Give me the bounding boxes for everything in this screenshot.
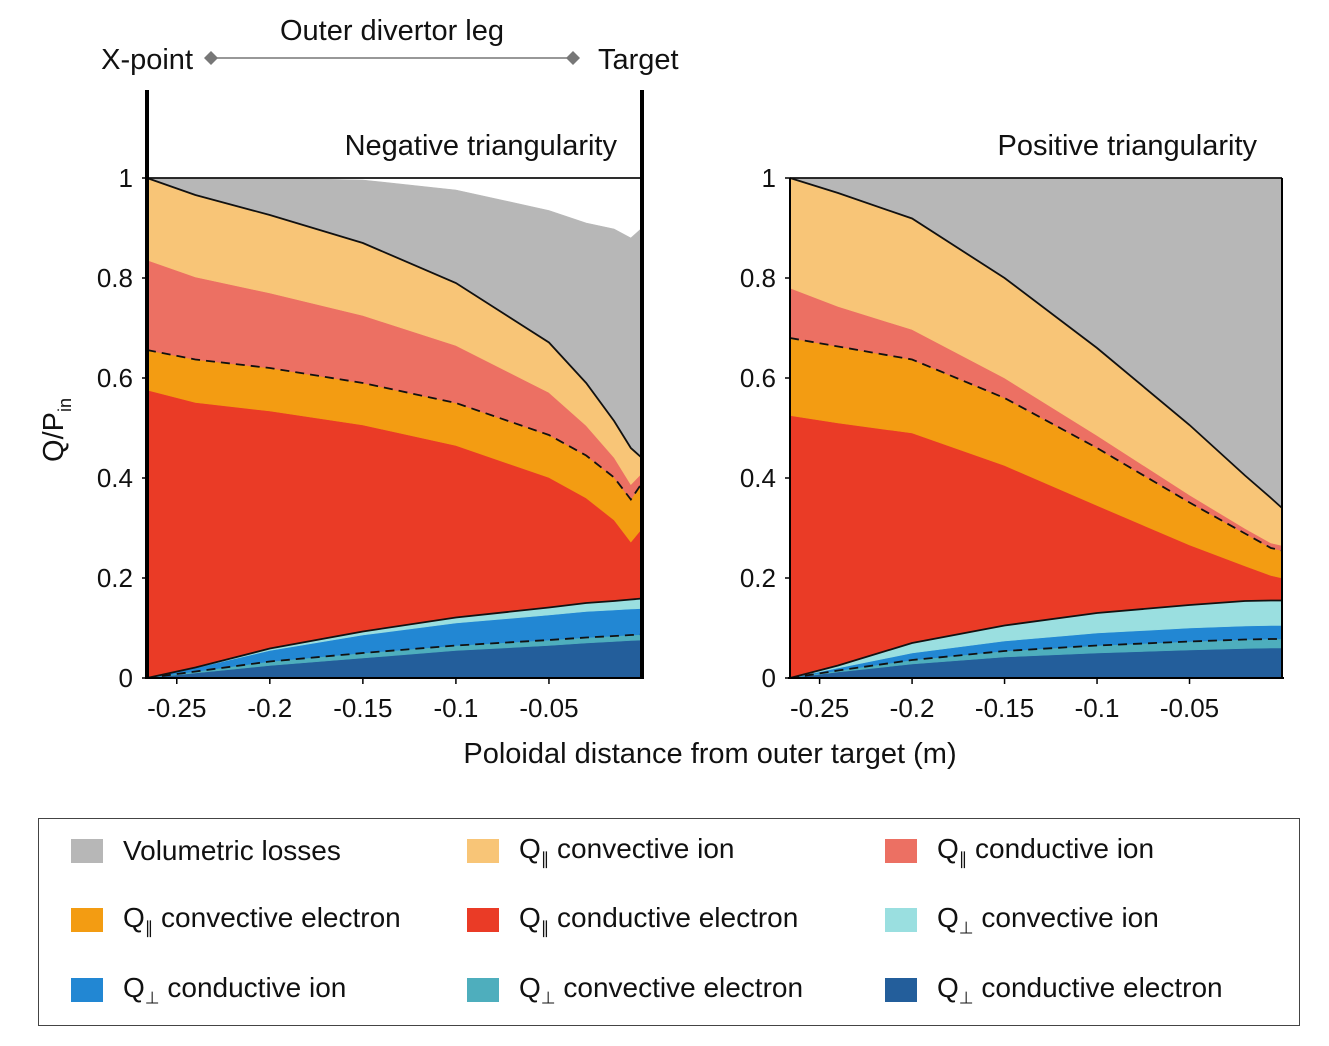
x-tick-label: -0.05 (519, 693, 578, 723)
legend-label: Q⊥ conductive electron (937, 971, 1223, 1008)
legend-label: Q⊥ conductive ion (123, 971, 347, 1008)
x-tick-label: -0.2 (890, 693, 935, 723)
legend-swatch (71, 978, 103, 1002)
y-tick-label: 1 (762, 163, 776, 193)
xpoint-diamond (204, 51, 218, 65)
legend-swatch (467, 978, 499, 1002)
legend-item-par_conv_ion: Q∥ convective ion (467, 831, 735, 871)
y-tick-label: 0.2 (97, 563, 133, 593)
y-tick-label: 0.2 (740, 563, 776, 593)
total-perp-boundary (789, 599, 1282, 679)
legend-swatch (467, 839, 499, 863)
legend-label: Q∥ conductive electron (519, 901, 799, 938)
legend-item-par_cond_ion: Q∥ conductive ion (885, 831, 1154, 871)
y-tick-label: 0.6 (740, 363, 776, 393)
panel-title: Negative triangularity (345, 130, 618, 162)
legend-swatch (885, 839, 917, 863)
y-tick-label: 1 (119, 163, 133, 193)
x-tick-label: -0.25 (790, 693, 849, 723)
legend: Volumetric losses Q∥ convective ion Q∥ con… (38, 818, 1300, 1026)
legend-label: Q∥ conductive ion (937, 832, 1155, 869)
total-heat-boundary (789, 177, 1283, 509)
total-heat-boundary (146, 177, 643, 459)
x-tick-label: -0.15 (333, 693, 392, 723)
y-tick-label: 0 (762, 663, 776, 693)
legend-item-perp_conv_ion: Q⊥ convective ion (885, 900, 1159, 940)
y-axis-label-main: Q/P (38, 412, 70, 462)
legend-swatch (885, 978, 917, 1002)
y-tick-label: 0.8 (740, 263, 776, 293)
x-tick-label: -0.1 (434, 693, 479, 723)
legend-item-perp_conv_el: Q⊥ convective electron (467, 970, 803, 1010)
legend-label: Q⊥ convective electron (519, 971, 804, 1008)
par-electron-ion-boundary (146, 349, 643, 502)
x-axis-label: Poloidal distance from outer target (m) (463, 738, 956, 770)
leg-label: Outer divertor leg (280, 15, 504, 47)
legend-swatch (467, 908, 499, 932)
legend-swatch (71, 839, 103, 863)
xpoint-label: X-point (101, 44, 193, 76)
x-tick-label: -0.05 (1160, 693, 1219, 723)
perp-electron-ion-boundary (789, 638, 1282, 679)
legend-item-volumetric: Volumetric losses (71, 831, 341, 871)
positive-triangularity-panel: 0 0.2 0.4 0.6 0.8 1 -0.25 -0.2 -0.15 -0.1 -0.05 Pos… (740, 130, 1284, 723)
legend-label: Volumetric losses (123, 835, 341, 866)
y-tick-label: 0.6 (97, 363, 133, 393)
legend-swatch (71, 908, 103, 932)
x-tick-label: -0.25 (147, 693, 206, 723)
y-tick-label: 0.8 (97, 263, 133, 293)
panel-title: Positive triangularity (998, 130, 1258, 162)
total-perp-boundary (146, 597, 643, 679)
legend-item-perp_cond_ion: Q⊥ conductive ion (71, 970, 346, 1010)
legend-item-perp_cond_el: Q⊥ conductive electron (885, 970, 1223, 1010)
x-tick-label: -0.15 (975, 693, 1034, 723)
legend-item-par_cond_el: Q∥ conductive electron (467, 900, 798, 940)
legend-label: Q⊥ convective ion (937, 901, 1159, 938)
legend-swatch (885, 908, 917, 932)
y-axis-label-sub: in (55, 398, 75, 412)
x-tick-label: -0.2 (247, 693, 292, 723)
negative-triangularity-panel: 0 0.2 0.4 0.6 0.8 1 -0.25 -0.2 -0.15 -0.1 -0.05 Neg… (97, 90, 644, 723)
y-tick-label: 0 (119, 663, 133, 693)
y-axis-label: Q/Pin (38, 398, 75, 462)
target-label: Target (598, 44, 679, 76)
legend-item-par_conv_el: Q∥ convective electron (71, 900, 401, 940)
legend-label: Q∥ convective electron (123, 901, 401, 938)
legend-label: Q∥ convective ion (519, 832, 735, 869)
target-diamond (566, 51, 580, 65)
y-tick-label: 0.4 (740, 463, 776, 493)
y-tick-label: 0.4 (97, 463, 133, 493)
x-tick-label: -0.1 (1075, 693, 1120, 723)
